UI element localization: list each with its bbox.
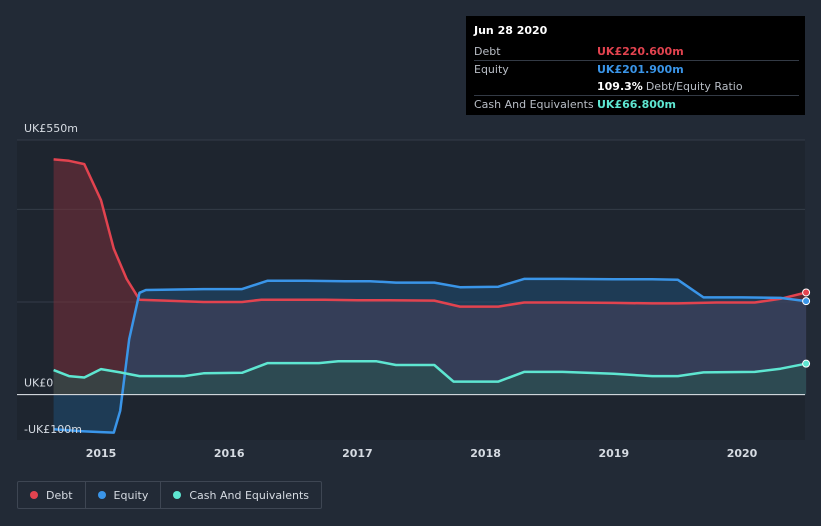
tooltip-equity-label: Equity: [474, 63, 509, 76]
y-axis-labels: UK£550m UK£0 -UK£100m: [24, 122, 82, 436]
endpoint-equity: [802, 297, 811, 306]
cash-dot-icon: [173, 491, 182, 499]
x-tick-label: 2020: [727, 447, 758, 460]
x-tick-label: 2017: [342, 447, 373, 460]
series-lines: [53, 158, 807, 434]
x-tick-label: 2019: [598, 447, 629, 460]
tooltip-equity-value: UK£201.900m: [597, 63, 684, 76]
tooltip-cash-value: UK£66.800m: [597, 98, 677, 111]
legend-item-cash[interactable]: Cash And Equivalents: [161, 482, 321, 508]
tooltip-row-debt: Debt UK£220.600m: [474, 43, 799, 61]
y-tick-label: UK£0: [24, 377, 53, 390]
legend-label-equity: Equity: [113, 488, 149, 502]
endpoint-cash-and-equivalents: [802, 359, 811, 368]
tooltip-ratio-label: Debt/Equity Ratio: [645, 80, 743, 93]
legend-label-debt: Debt: [46, 488, 73, 502]
tooltip-row-cash: Cash And Equivalents UK£66.800m: [474, 96, 799, 113]
legend-item-equity[interactable]: Equity: [86, 482, 162, 508]
equity-dot-icon: [97, 491, 106, 499]
y-tick-label: UK£550m: [24, 122, 78, 135]
legend-item-debt[interactable]: Debt: [18, 482, 86, 508]
y-tick-label: -UK£100m: [24, 423, 82, 436]
x-axis-labels: 2015 2016 2017 2018 2019 2020: [86, 447, 758, 460]
legend-label-cash: Cash And Equivalents: [189, 488, 309, 502]
x-tick-label: 2018: [470, 447, 501, 460]
debt-dot-icon: [30, 491, 38, 499]
endpoint-debt: [802, 288, 811, 297]
line-equity: [53, 277, 807, 434]
area-cash-and-equivalents: [53, 361, 807, 395]
tooltip-row-equity: Equity UK£201.900m: [474, 61, 799, 78]
tooltip-ratio-value: 109.3%: [597, 80, 643, 93]
series-endpoints: [802, 288, 811, 368]
tooltip-row-ratio: 109.3% Debt/Equity Ratio: [474, 78, 799, 96]
tooltip-debt-label: Debt: [474, 45, 501, 58]
tooltip-date: Jun 28 2020: [474, 24, 548, 37]
tooltip-debt-value: UK£220.600m: [597, 45, 684, 58]
line-debt: [53, 158, 807, 308]
x-tick-label: 2015: [86, 447, 117, 460]
chart-legend: Debt Equity Cash And Equivalents: [17, 481, 322, 509]
x-tick-label: 2016: [214, 447, 245, 460]
data-tooltip: Jun 28 2020 Debt UK£220.600m Equity UK£2…: [466, 16, 805, 115]
line-cash-and-equivalents: [53, 360, 807, 383]
tooltip-cash-label: Cash And Equivalents: [474, 98, 594, 111]
